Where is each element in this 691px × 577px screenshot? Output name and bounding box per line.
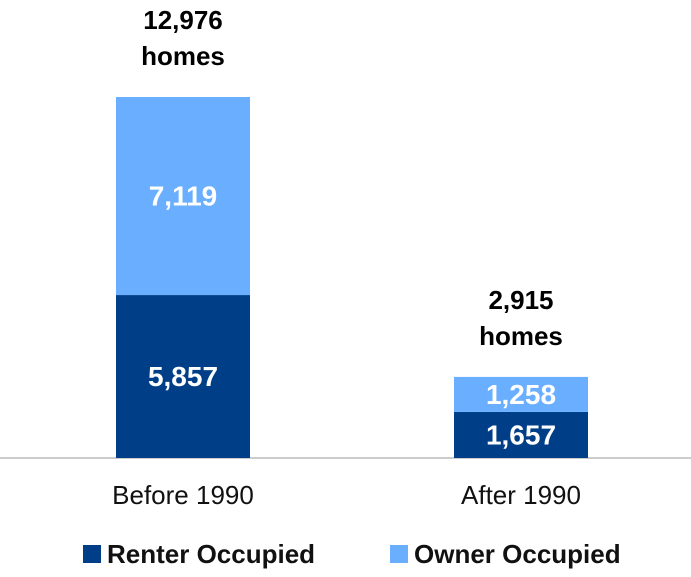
data-label: 1,258 [486,379,556,410]
x-tick-label: After 1990 [461,480,581,510]
data-label: 1,657 [486,419,556,450]
total-label: homes [479,321,563,351]
x-tick-label: Before 1990 [112,480,254,510]
legend-swatch [390,545,408,563]
bar-segment [116,96,250,296]
bar-segment [454,376,588,412]
total-label: 12,976 [143,5,223,35]
legend-swatch [83,545,101,563]
legend-label: Owner Occupied [414,539,621,569]
legend-label: Renter Occupied [107,539,315,569]
total-label: homes [141,41,225,71]
bar-segment [454,411,588,458]
total-label: 2,915 [488,285,553,315]
data-label: 7,119 [149,180,218,211]
bar-segment [116,295,250,458]
data-label: 5,857 [148,361,218,392]
